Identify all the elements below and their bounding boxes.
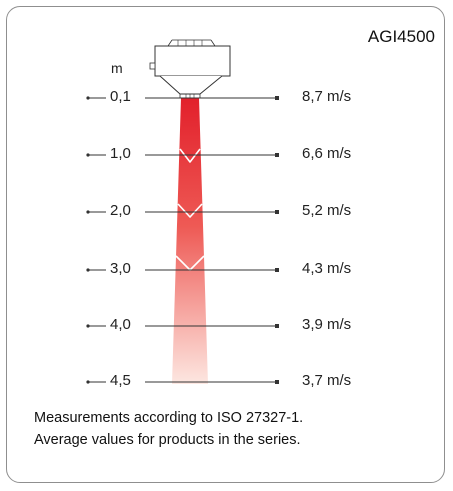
depth-label: 3,0	[110, 260, 131, 277]
speed-label: 6,6 m/s	[302, 145, 352, 162]
depth-label: 4,5	[110, 372, 131, 389]
depth-label: 1,0	[110, 145, 131, 162]
depth-label: 0,1	[110, 88, 131, 105]
depth-label: 2,0	[110, 202, 131, 219]
model-name: AGI4500	[367, 27, 435, 46]
speed-marker-square	[275, 380, 279, 384]
air-jet-stream	[172, 98, 208, 384]
measurement-lines	[86, 96, 279, 384]
depth-label: 4,0	[110, 316, 131, 333]
depth-unit-label: m	[111, 60, 123, 76]
note-line-1: Measurements according to ISO 27327-1.	[34, 410, 304, 426]
speed-marker-square	[275, 153, 279, 157]
speed-label: 5,2 m/s	[302, 202, 352, 219]
speed-marker-square	[275, 268, 279, 272]
air-curtain-unit-icon	[149, 39, 231, 98]
speed-label: 3,9 m/s	[302, 316, 352, 333]
speed-label: 8,7 m/s	[302, 88, 352, 105]
note-line-2: Average values for products in the serie…	[34, 432, 301, 448]
speed-label: 3,7 m/s	[302, 372, 352, 389]
measurement-note: Measurements according to ISO 27327-1. A…	[34, 407, 303, 451]
diagram-card	[6, 6, 445, 483]
speed-marker-square	[275, 324, 279, 328]
speed-marker-square	[275, 96, 279, 100]
speed-marker-square	[275, 210, 279, 214]
speed-label: 4,3 m/s	[302, 260, 352, 277]
